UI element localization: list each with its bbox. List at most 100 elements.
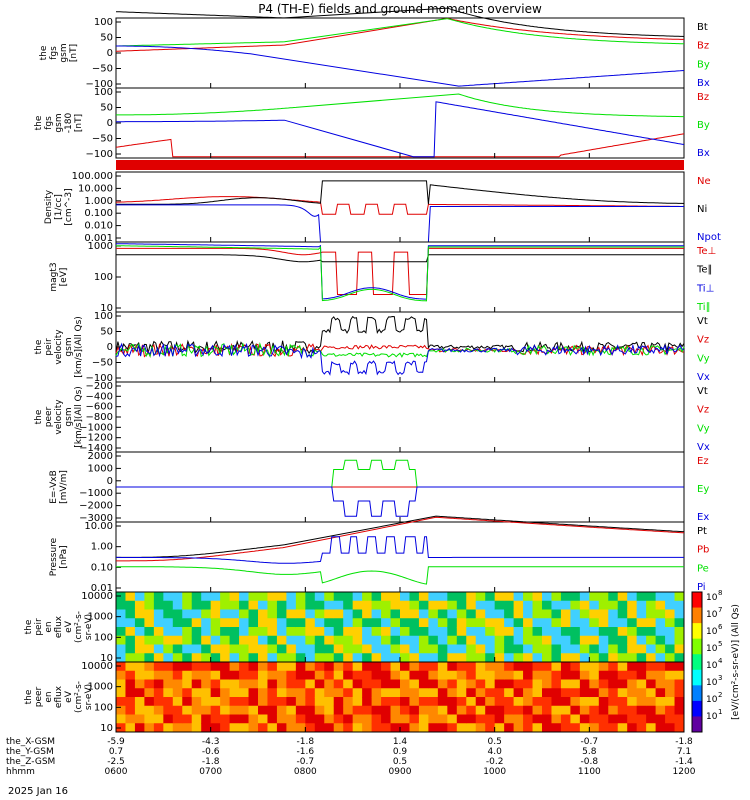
heatmap-cell (305, 714, 316, 724)
heatmap-cell (551, 600, 562, 610)
y-tick-label: −1000 (79, 422, 113, 433)
heatmap-cell (352, 644, 363, 654)
heatmap-cell (172, 592, 183, 602)
heatmap-cell (456, 618, 467, 628)
heatmap-cell (390, 705, 401, 715)
heatmap-cell (579, 618, 590, 628)
y-axis-label-line: velocity (54, 399, 64, 435)
heatmap-cell (598, 705, 609, 715)
heatmap-cell (295, 697, 306, 707)
heatmap-cell (418, 653, 429, 663)
heatmap-cell (286, 627, 297, 637)
heatmap-cell (248, 635, 259, 645)
heatmap-cell (381, 600, 392, 610)
heatmap-cell (542, 618, 552, 628)
y-tick-label: −50 (92, 358, 113, 369)
y-tick-label: 50 (100, 33, 113, 44)
heatmap-cell (560, 679, 571, 689)
heatmap-cell (551, 635, 562, 645)
heatmap-cell (466, 600, 477, 610)
heatmap-cell (314, 635, 325, 645)
heatmap-cell (182, 714, 193, 724)
heatmap-cell (295, 714, 306, 724)
heatmap-cell (381, 627, 392, 637)
heatmap-cell (418, 600, 429, 610)
heatmap-cell (172, 679, 183, 689)
heatmap-cell (437, 592, 448, 602)
heatmap-cell (523, 670, 534, 680)
heatmap-cell (617, 705, 628, 715)
heatmap-cell (608, 609, 619, 619)
heatmap-cell (276, 609, 287, 619)
heatmap-cell (655, 688, 666, 698)
heatmap-cell (400, 592, 410, 602)
heatmap-cell (523, 662, 534, 672)
colorbar-tick-label: 10 (706, 610, 718, 620)
series-ex (116, 486, 684, 517)
heatmap-cell (295, 723, 306, 733)
series-bx (116, 101, 685, 158)
heatmap-cell (239, 644, 250, 654)
heatmap-cell (485, 679, 496, 689)
heatmap-cell (201, 653, 212, 663)
heatmap-cell (560, 635, 571, 645)
heatmap-cell (381, 662, 392, 672)
heatmap-cell (362, 662, 373, 672)
heatmap-cell (466, 635, 477, 645)
y-tick-label: 1.000 (84, 196, 113, 207)
heatmap-cell (570, 609, 581, 619)
heatmap-cell (655, 697, 666, 707)
orbit-row-value: 5.8 (582, 747, 597, 757)
heatmap-cell (466, 714, 477, 724)
heatmap-cell (220, 705, 231, 715)
heatmap-cell (608, 679, 619, 689)
heatmap-cell (201, 705, 212, 715)
heatmap-cell (276, 670, 287, 680)
heatmap-cell (646, 609, 657, 619)
heatmap-cell (276, 618, 287, 628)
heatmap-cell (674, 627, 685, 637)
heatmap-cell (295, 653, 306, 663)
heatmap-cell (116, 592, 126, 602)
heatmap-cell (286, 688, 297, 698)
heatmap-cell (163, 697, 174, 707)
heatmap-cell (627, 670, 638, 680)
y-axis-label-line: the (39, 45, 49, 60)
heatmap-cell (608, 600, 619, 610)
y-axis-label: the peer velocity gsm [km/s](All Qs) (34, 386, 84, 448)
heatmap-cell (494, 705, 505, 715)
y-axis-label-line: magt3 (49, 262, 59, 291)
heatmap-cell (258, 592, 268, 602)
y-tick-label: 10 (100, 723, 113, 734)
heatmap-cell (191, 679, 202, 689)
heatmap-cell (163, 592, 174, 602)
heatmap-cell (144, 627, 155, 637)
heatmap-cell (570, 644, 581, 654)
heatmap-cell (134, 627, 145, 637)
legend-vt: Vt (697, 386, 708, 397)
heatmap-cell (371, 670, 382, 680)
heatmap-cell (466, 618, 477, 628)
heatmap-cell (523, 714, 534, 724)
heatmap-cell (258, 662, 268, 672)
heatmap-cell (191, 705, 202, 715)
heatmap-cell (504, 679, 515, 689)
heatmap-cell (144, 697, 155, 707)
heatmap-cell (674, 688, 685, 698)
heatmap-cell (333, 679, 344, 689)
heatmap-cell (598, 600, 609, 610)
y-axis-label: the fgs gsm -180 [nT] (34, 113, 84, 134)
heatmap-cell (163, 723, 174, 733)
heatmap-cell (286, 705, 297, 715)
heatmap-cell (267, 635, 278, 645)
heatmap-cell (655, 653, 666, 663)
heatmap-cell (248, 705, 259, 715)
heatmap-cell (172, 697, 183, 707)
heatmap-cell (125, 635, 136, 645)
heatmap-cell (229, 644, 240, 654)
heatmap-cell (229, 592, 240, 602)
heatmap-cell (627, 644, 638, 654)
y-tick-label: 0 (107, 48, 113, 59)
heatmap-cell (220, 635, 231, 645)
